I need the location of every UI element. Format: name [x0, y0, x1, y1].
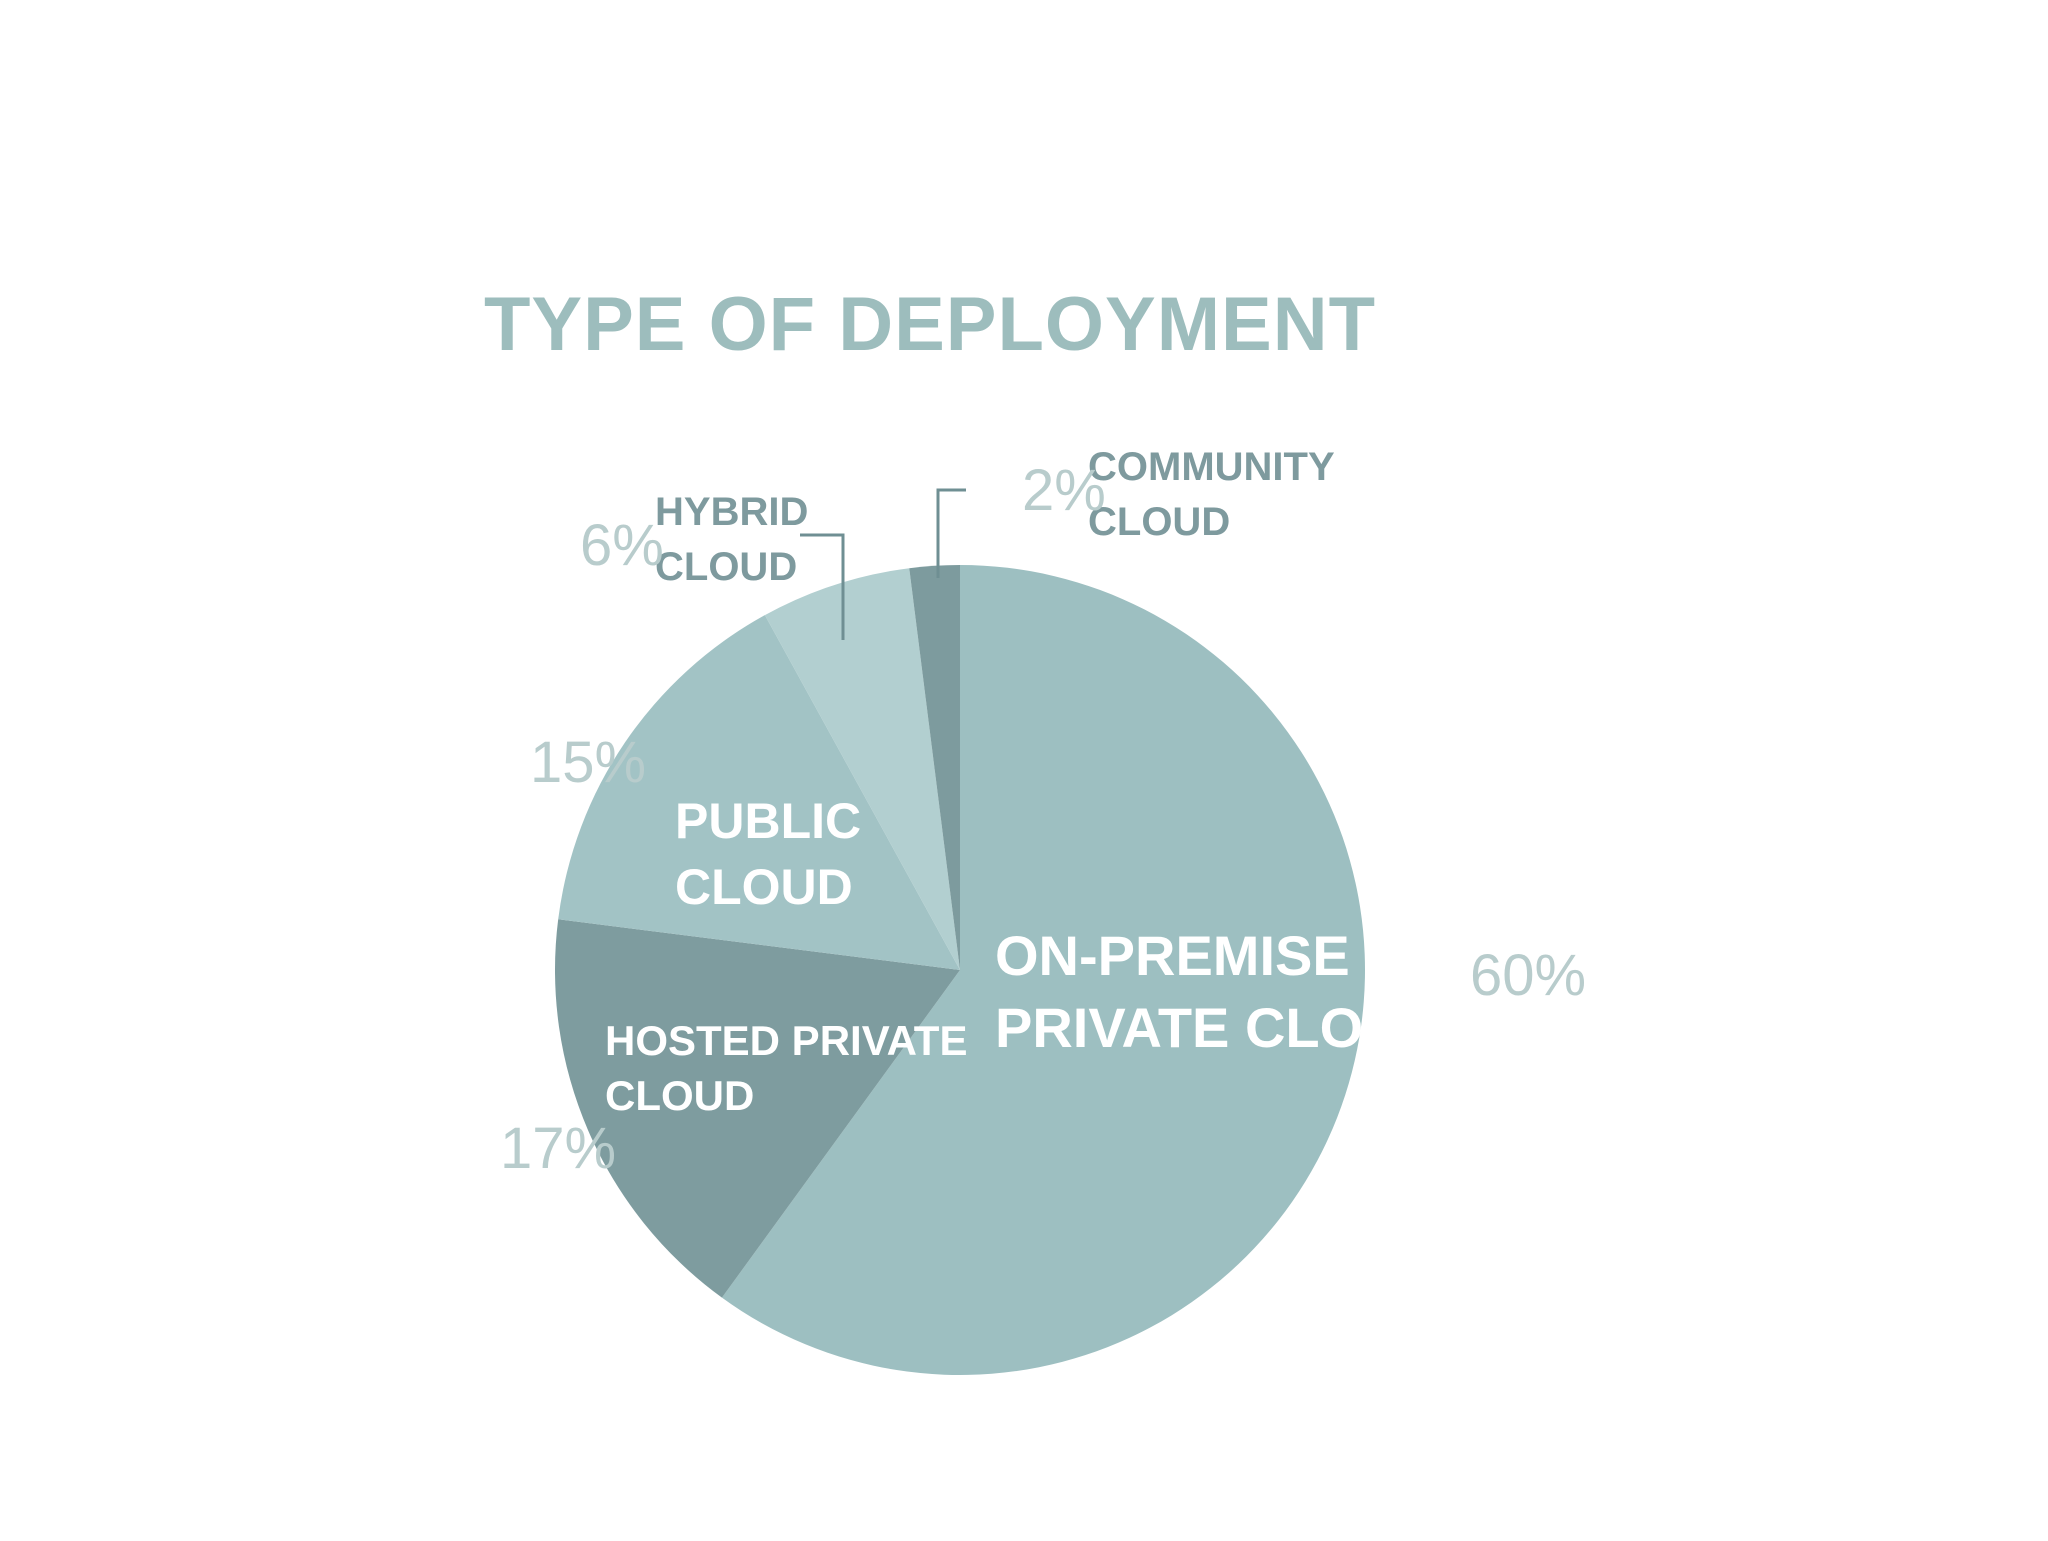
label-line: CLOUD [605, 1072, 754, 1119]
percent-on-premise: 60% [1470, 943, 1586, 1008]
label-public: PUBLIC CLOUD [675, 793, 861, 915]
label-community: COMMUNITY CLOUD [1088, 445, 1335, 544]
label-line: PRIVATE CLOUD [995, 996, 1444, 1059]
percent-public: 15% [530, 730, 646, 795]
percent-hosted-private: 17% [500, 1116, 616, 1181]
label-line: HYBRID [655, 490, 808, 534]
slice-hosted-private-cloud [555, 919, 960, 1298]
chart-title: TYPE OF DEPLOYMENT [484, 282, 1376, 367]
label-line: ON-PREMISE [995, 924, 1350, 987]
label-line: CLOUD [1088, 500, 1230, 544]
slice-on-premise-private-cloud [721, 565, 1365, 1375]
label-line: CLOUD [675, 859, 853, 915]
slice-hybrid-cloud [764, 568, 960, 970]
label-line: PUBLIC [675, 793, 861, 849]
label-line: COMMUNITY [1088, 445, 1335, 489]
percent-hybrid: 6% [580, 513, 664, 578]
slice-community-cloud [909, 565, 960, 970]
label-line: HOSTED PRIVATE [605, 1017, 967, 1064]
percentage-labels: 60% 17% 15% 6% 2% [500, 458, 1586, 1181]
leader-hybrid-cloud [800, 533, 845, 640]
slice-labels: ON-PREMISE PRIVATE CLOUD HOSTED PRIVATE CLO… [605, 445, 1444, 1119]
label-on-premise: ON-PREMISE PRIVATE CLOUD [995, 924, 1444, 1059]
slice-public-cloud [558, 615, 960, 970]
percent-community: 2% [1022, 458, 1106, 523]
leader-community-cloud [936, 488, 966, 578]
pie-slices [555, 565, 1365, 1375]
label-line: CLOUD [655, 545, 797, 589]
leader-lines [800, 488, 966, 640]
label-hosted-private: HOSTED PRIVATE CLOUD [605, 1017, 967, 1119]
label-hybrid: HYBRID CLOUD [655, 490, 808, 589]
